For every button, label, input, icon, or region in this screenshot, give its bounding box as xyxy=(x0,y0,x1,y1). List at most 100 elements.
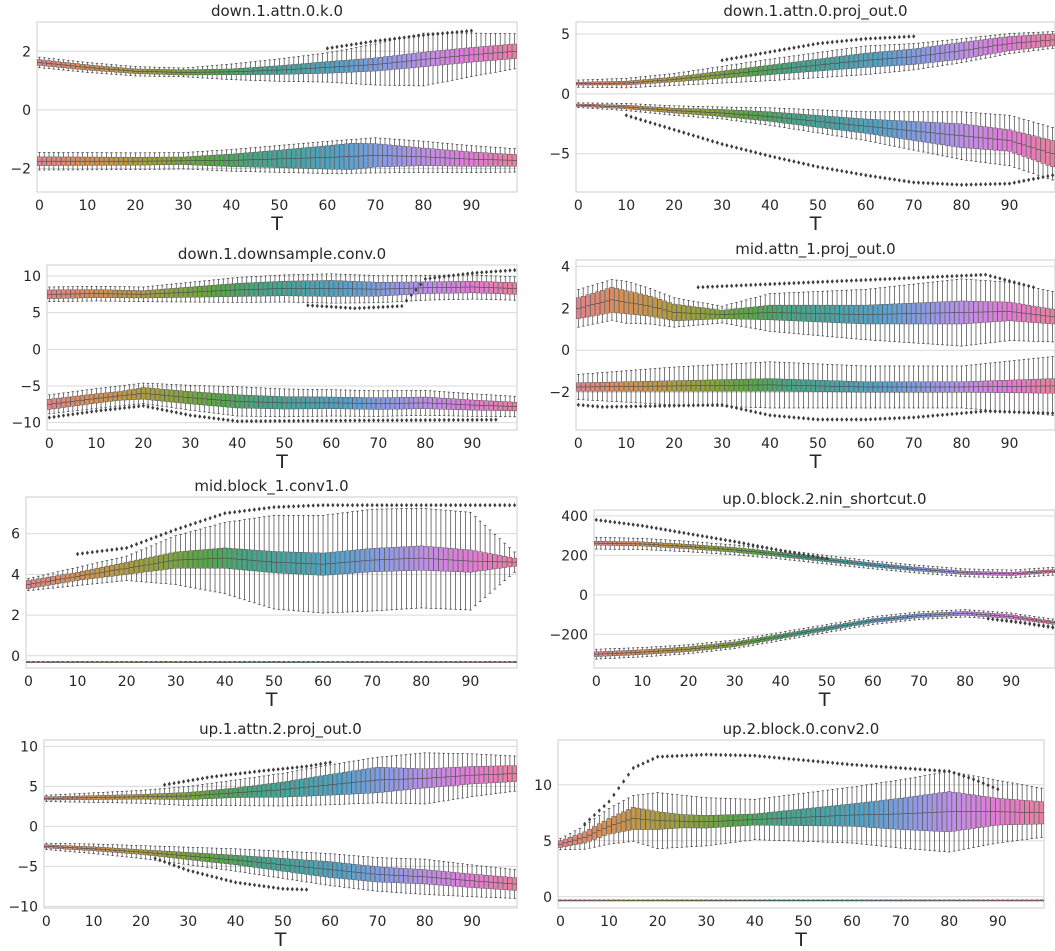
outlier-point xyxy=(730,144,734,149)
outlier-point xyxy=(868,173,873,179)
x-tick-label: 90 xyxy=(463,436,481,452)
outlier-point xyxy=(409,418,413,423)
outlier-point xyxy=(921,414,925,419)
outlier-point xyxy=(292,418,296,424)
outlier-point xyxy=(94,408,98,414)
outlier-point xyxy=(634,404,638,409)
x-tick-label: 40 xyxy=(761,198,779,214)
outlier-point xyxy=(998,276,1002,281)
outlier-point xyxy=(859,172,863,177)
outlier-point xyxy=(576,402,580,408)
outlier-point xyxy=(988,409,992,414)
outlier-point xyxy=(369,39,373,44)
outlier-point xyxy=(902,34,906,40)
outlier-point xyxy=(113,406,117,412)
outlier-point xyxy=(821,40,825,46)
outlier-point xyxy=(768,413,772,418)
chart-title: mid.block_1.conv1.0 xyxy=(194,477,348,496)
outlier-point xyxy=(916,275,921,280)
outlier-point xyxy=(198,414,202,419)
outlier-point xyxy=(979,409,983,414)
outlier-point xyxy=(1046,410,1050,416)
outlier-point xyxy=(873,174,877,179)
outlier-point xyxy=(979,182,983,187)
outlier-point xyxy=(787,46,791,51)
outlier-point xyxy=(442,274,446,279)
outlier-point xyxy=(797,44,801,50)
y-tick-label: 5 xyxy=(32,306,41,322)
outlier-point xyxy=(888,276,892,282)
outlier-point xyxy=(734,283,739,288)
outlier-point xyxy=(902,415,906,421)
outlier-point xyxy=(720,284,724,289)
outlier-point xyxy=(940,412,945,418)
outlier-point xyxy=(1017,409,1021,415)
outlier-point xyxy=(792,45,796,50)
outlier-point xyxy=(1027,177,1031,183)
outlier-point xyxy=(806,162,810,167)
outlier-point xyxy=(754,52,758,57)
outlier-point xyxy=(503,268,507,273)
outlier-point xyxy=(85,410,89,415)
outlier-point xyxy=(475,270,479,275)
outlier-point xyxy=(710,139,715,144)
outlier-point xyxy=(825,40,830,45)
outlier-point xyxy=(412,34,416,39)
x-tick-label: 20 xyxy=(665,436,683,452)
outlier-point xyxy=(461,417,465,423)
outlier-point xyxy=(849,37,854,43)
x-tick-label: 30 xyxy=(174,198,192,214)
outlier-point xyxy=(801,43,806,49)
outlier-point xyxy=(959,411,964,416)
outlier-point xyxy=(66,412,70,418)
outlier-point xyxy=(816,279,820,285)
outlier-point xyxy=(787,414,791,420)
outlier-point xyxy=(854,37,858,42)
outlier-point xyxy=(475,417,479,423)
outlier-point xyxy=(974,182,978,187)
outlier-point xyxy=(263,418,268,424)
outlier-point xyxy=(605,404,609,410)
axes-frame xyxy=(36,21,518,193)
outlier-point xyxy=(931,413,935,418)
outlier-point xyxy=(489,417,493,422)
outlier-point xyxy=(763,412,767,417)
outlier-point xyxy=(993,409,997,414)
outlier-point xyxy=(773,154,777,160)
outlier-point xyxy=(451,273,456,278)
outlier-point xyxy=(983,182,988,187)
outlier-point xyxy=(849,417,854,422)
outlier-point xyxy=(873,416,877,422)
outlier-point xyxy=(950,411,954,417)
outlier-point xyxy=(964,273,968,278)
outlier-point xyxy=(132,404,136,410)
x-tick-label: 10 xyxy=(69,674,87,690)
outlier-point xyxy=(353,418,357,423)
outlier-point xyxy=(955,182,959,187)
outlier-point xyxy=(974,409,978,415)
outlier-point xyxy=(465,29,469,34)
outlier-point xyxy=(845,417,849,422)
x-tick-label: 20 xyxy=(134,436,152,452)
outlier-point xyxy=(974,272,978,278)
outlier-point xyxy=(169,409,174,414)
outlier-point xyxy=(513,267,517,273)
outlier-point xyxy=(964,182,968,187)
outlier-point xyxy=(897,276,901,281)
outlier-point xyxy=(701,136,705,141)
outlier-point xyxy=(758,51,763,56)
outlier-point xyxy=(691,133,695,138)
outlier-point xyxy=(409,293,413,298)
y-tick-label: 4 xyxy=(11,567,20,583)
outlier-point xyxy=(151,405,155,410)
y-tick-label: 0 xyxy=(22,103,31,119)
outlier-point xyxy=(494,417,498,422)
outlier-point xyxy=(619,404,624,409)
outlier-point xyxy=(969,273,973,278)
outlier-point xyxy=(395,418,399,423)
outlier-point xyxy=(768,153,772,159)
outlier-point xyxy=(691,403,695,408)
outlier-point xyxy=(1022,178,1026,184)
outlier-point xyxy=(508,268,512,273)
